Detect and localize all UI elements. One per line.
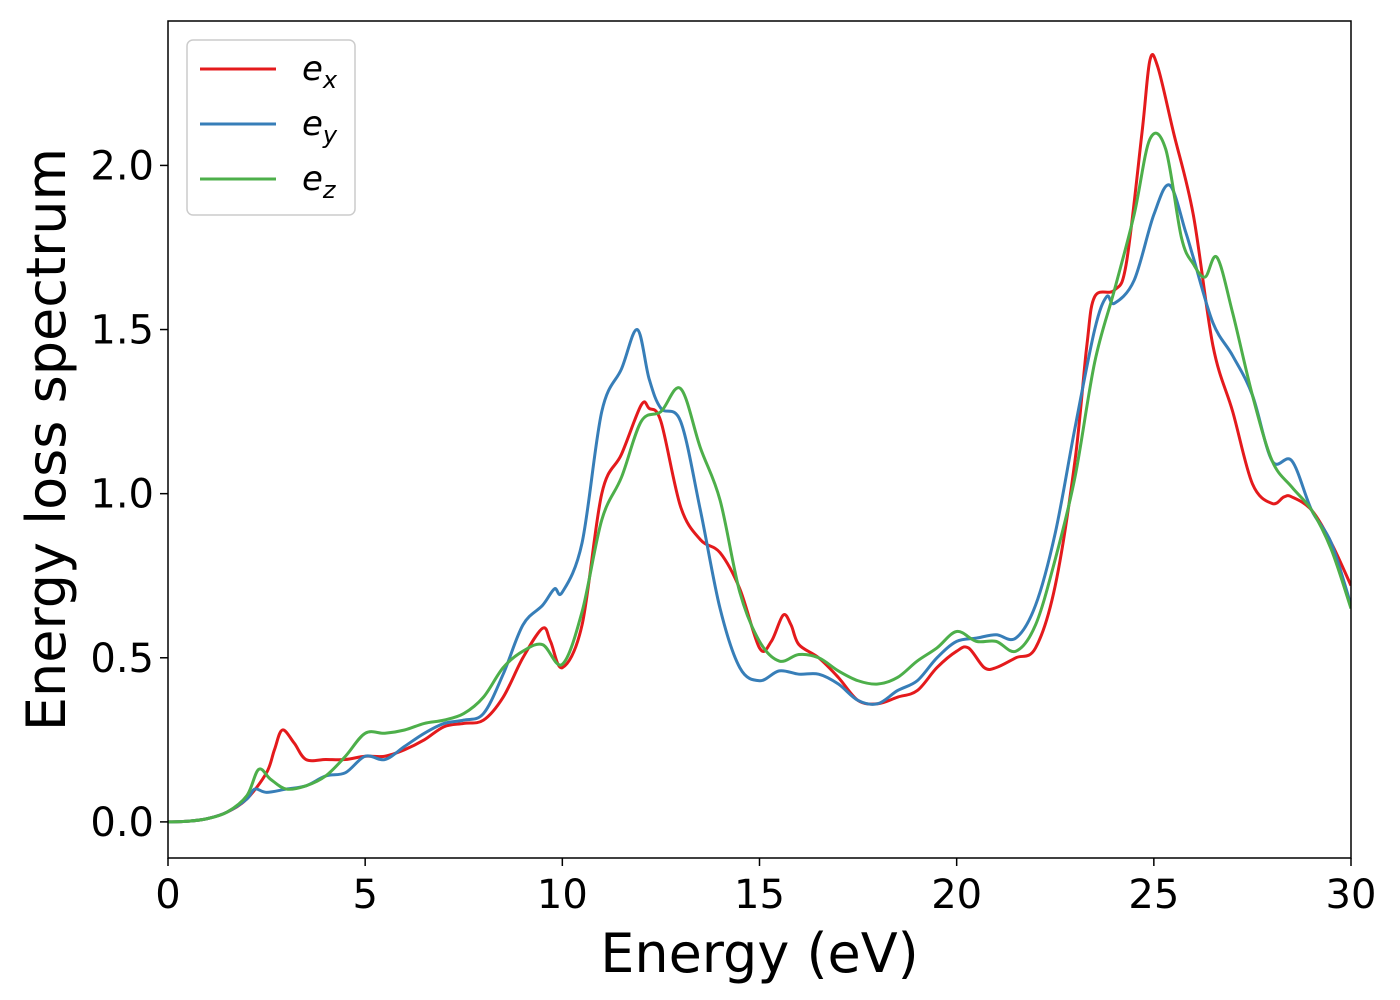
y-tick-label: 2.0 bbox=[90, 143, 154, 189]
legend-box bbox=[186, 39, 356, 216]
series-line-ez bbox=[168, 131, 1351, 824]
y-axis-label: Energy loss spectrum bbox=[15, 148, 78, 731]
x-tick-label: 30 bbox=[1326, 872, 1377, 918]
y-axis: 0.0 0.5 1.0 1.5 2.0 bbox=[90, 143, 168, 846]
series-line-ey bbox=[168, 183, 1351, 824]
x-axis: 0 5 10 15 20 25 30 bbox=[155, 858, 1376, 918]
y-tick-label: 0.0 bbox=[90, 800, 154, 846]
x-tick-label: 0 bbox=[155, 872, 180, 918]
x-axis-label: Energy (eV) bbox=[600, 922, 919, 985]
legend-label-ey: ey bbox=[302, 104, 338, 149]
y-tick-label: 1.5 bbox=[90, 308, 154, 354]
x-tick-label: 25 bbox=[1128, 872, 1179, 918]
legend-label-ex: ex bbox=[302, 49, 338, 94]
x-tick-label: 15 bbox=[734, 872, 785, 918]
x-tick-label: 10 bbox=[537, 872, 588, 918]
series-layer bbox=[168, 52, 1351, 824]
y-tick-label: 0.5 bbox=[90, 636, 154, 682]
x-tick-label: 5 bbox=[352, 872, 377, 918]
y-tick-label: 1.0 bbox=[90, 472, 154, 518]
x-tick-label: 20 bbox=[931, 872, 982, 918]
